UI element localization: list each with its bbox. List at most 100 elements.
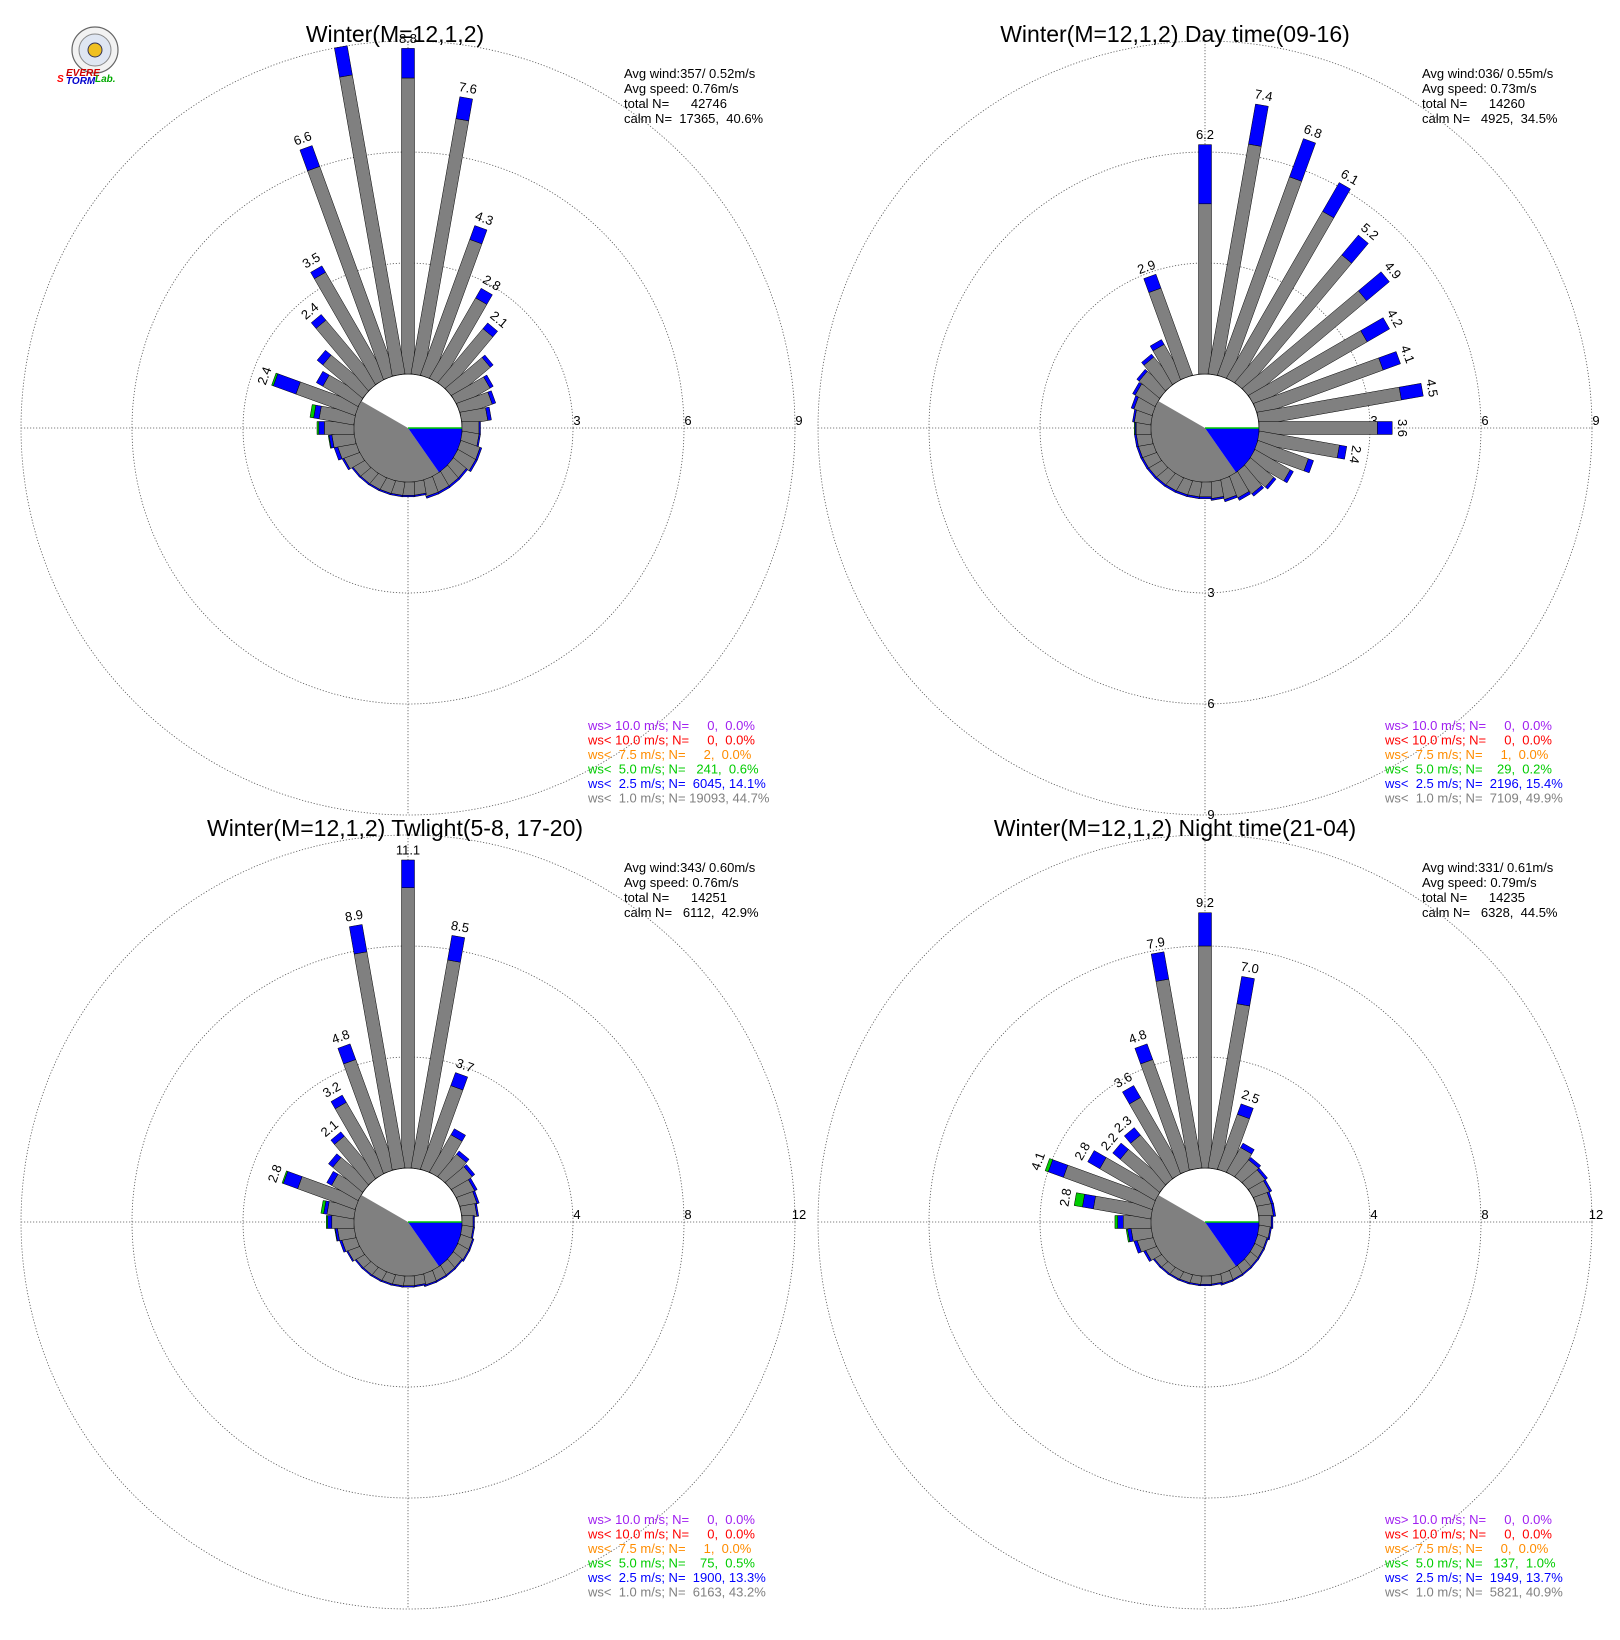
bar-50-blue <box>1256 1167 1268 1181</box>
ring-label-9: 9 <box>795 413 802 428</box>
bar-170-blue <box>1210 496 1225 501</box>
bar-label-100: 2.4 <box>1347 444 1365 464</box>
bar-320-blue <box>1123 1127 1141 1144</box>
bar-50-blue <box>481 354 494 368</box>
stat-line-2: Avg speed: 0.73m/s <box>1422 81 1537 96</box>
bar-label-20: 2.5 <box>1240 1086 1262 1106</box>
bar-310-blue <box>1112 1142 1129 1160</box>
bar-180-blue <box>1198 496 1212 499</box>
wind-rose-panel-1: 3 6 98.87.64.32.82.12.42.43.56.6Winter(M=1… <box>20 21 803 816</box>
legend-item-4: ws< 5.0 m/s; N= 29, 0.2% <box>1384 762 1552 777</box>
calm-wedge-blue <box>1205 1222 1259 1267</box>
bar-20-blue <box>469 225 488 245</box>
bar-100-blue <box>1336 444 1348 460</box>
stat-line-4: calm N= 17365, 40.6% <box>624 111 764 126</box>
bar-270-green <box>1114 1215 1118 1229</box>
calm-wedge-grey <box>1151 1195 1236 1276</box>
legend-item-1: ws> 10.0 m/s; N= 0, 0.0% <box>587 718 755 733</box>
bar-270-blue <box>327 1215 333 1229</box>
legend-item-5: ws< 2.5 m/s; N= 1949, 13.7% <box>1384 1570 1563 1585</box>
calm-wedge-blue <box>1205 428 1259 473</box>
bar-270-green <box>1134 421 1136 435</box>
bar-60-blue <box>467 1177 478 1192</box>
legend-item-4: ws< 5.0 m/s; N= 241, 0.6% <box>587 762 759 777</box>
bar-label-290: 2.8 <box>265 1162 285 1184</box>
calm-wedge-grey <box>354 401 439 483</box>
ring-label-12: 12 <box>792 1207 806 1222</box>
bar-300-blue <box>1132 382 1142 396</box>
bar-340-blue <box>337 1043 357 1065</box>
logo-seal-center <box>87 42 103 58</box>
legend-item-3: ws< 7.5 m/s; N= 1, 0.0% <box>1384 747 1549 762</box>
bar-30-blue <box>450 1128 466 1142</box>
bar-290-green <box>1044 1158 1054 1173</box>
bar-0-grey <box>401 77 415 375</box>
bar-80-blue <box>1398 383 1424 401</box>
panel-title: Winter(M=12,1,2) Night time(21-04) <box>994 815 1356 841</box>
bar-40-blue <box>482 322 498 338</box>
bar-350-blue <box>1150 951 1170 982</box>
legend-item-1: ws> 10.0 m/s; N= 0, 0.0% <box>1384 718 1552 733</box>
legend-item-3: ws< 7.5 m/s; N= 1, 0.0% <box>587 1541 752 1556</box>
bar-90-blue <box>472 1215 475 1229</box>
bar-320-blue <box>310 314 327 329</box>
bar-80-blue <box>485 406 492 421</box>
bar-160-blue <box>423 1280 438 1288</box>
legend-item-2: ws< 10.0 m/s; N= 0, 0.0% <box>587 733 755 748</box>
ring-label-3: 3 <box>1370 413 1377 428</box>
ring-label-12: 12 <box>1589 1207 1603 1222</box>
bar-30-blue <box>1240 1142 1255 1155</box>
bar-100-blue <box>1267 1226 1272 1241</box>
legend-item-6: ws< 1.0 m/s; N= 5821, 40.9% <box>1384 1585 1563 1600</box>
bar-50-blue <box>463 1164 476 1177</box>
bar-0-blue <box>1198 144 1212 205</box>
legend-item-6: ws< 1.0 m/s; N= 19093, 44.7% <box>587 791 770 806</box>
bar-330-blue <box>330 1094 347 1110</box>
legend-item-3: ws< 7.5 m/s; N= 2, 0.0% <box>587 747 752 762</box>
bar-label-350: 8.9 <box>344 907 364 925</box>
bar-290-green <box>281 1170 289 1184</box>
ring-label-vertical-6: 6 <box>1207 696 1214 711</box>
legend-item-2: ws< 10.0 m/s; N= 0, 0.0% <box>1384 733 1552 748</box>
bar-10-blue <box>447 935 466 963</box>
bar-label-20: 6.8 <box>1302 121 1324 141</box>
stat-line-4: calm N= 4925, 34.5% <box>1422 111 1558 126</box>
legend-item-5: ws< 2.5 m/s; N= 1900, 13.3% <box>587 1570 766 1585</box>
stat-line-1: Avg wind:036/ 0.55m/s <box>1422 66 1554 81</box>
legend-item-4: ws< 5.0 m/s; N= 75, 0.5% <box>587 1556 755 1571</box>
bar-label-10: 7.6 <box>458 79 478 97</box>
stat-line-2: Avg speed: 0.76m/s <box>624 875 739 890</box>
ring-label-8: 8 <box>684 1207 691 1222</box>
ring-label-4: 4 <box>573 1207 580 1222</box>
wind-rose-panel-2: 3366996.27.46.86.15.24.94.24.14.53.62.42… <box>817 21 1600 822</box>
panel-title: Winter(M=12,1,2) Twlight(5-8, 17-20) <box>207 815 583 841</box>
bar-20-blue <box>1236 1103 1254 1120</box>
bar-310-blue <box>328 1153 342 1168</box>
stat-line-2: Avg speed: 0.79m/s <box>1422 875 1537 890</box>
bar-70-blue <box>1378 351 1401 371</box>
bar-10-blue <box>1248 103 1269 147</box>
legend-item-1: ws> 10.0 m/s; N= 0, 0.0% <box>587 1512 755 1527</box>
stat-line-4: calm N= 6328, 44.5% <box>1422 905 1558 920</box>
stat-line-1: Avg wind:343/ 0.60m/s <box>624 860 756 875</box>
bar-130-blue <box>1265 476 1277 490</box>
bar-40-blue <box>456 1150 470 1163</box>
bar-80-blue <box>474 1203 479 1217</box>
bar-280-green <box>320 1200 327 1215</box>
bar-120-blue <box>1283 469 1294 484</box>
bar-label-0: 9.2 <box>1196 895 1214 910</box>
panel-title: Winter(M=12,1,2) Day time(09-16) <box>1000 21 1350 47</box>
bar-label-340: 4.8 <box>1126 1026 1148 1046</box>
bar-160-blue <box>1223 494 1238 503</box>
bar-0-blue <box>401 48 415 79</box>
bar-90-blue <box>478 421 481 435</box>
stat-line-3: total N= 14260 <box>1422 96 1525 111</box>
bar-300-blue <box>326 1170 339 1186</box>
bar-330-blue <box>1149 339 1165 352</box>
bar-20-blue <box>450 1072 469 1091</box>
bar-label-290: 4.1 <box>1028 1150 1048 1172</box>
bar-280-green <box>309 404 317 419</box>
bar-label-70: 4.1 <box>1398 343 1418 365</box>
ring-label-3: 3 <box>573 413 580 428</box>
